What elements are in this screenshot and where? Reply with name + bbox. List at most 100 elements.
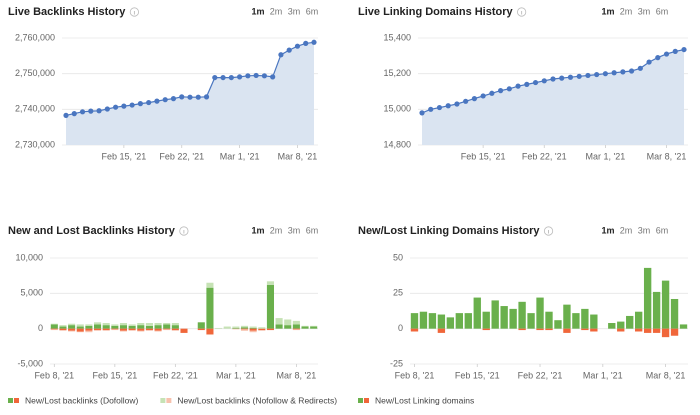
bar-new <box>102 325 110 329</box>
bar-lost <box>76 328 84 332</box>
bar-new <box>527 313 535 329</box>
period-button[interactable]: 2m <box>270 6 283 16</box>
point <box>515 83 521 89</box>
bar-lost <box>111 328 119 330</box>
bar-new <box>119 325 128 329</box>
chart-title: Live Linking Domains History <box>358 6 514 18</box>
x-tick-label: Feb 8, '21 <box>395 370 435 380</box>
bar-lost <box>111 329 119 331</box>
info-icon <box>543 226 554 236</box>
period-button[interactable]: 1m <box>601 6 614 16</box>
point <box>611 70 617 76</box>
period-button[interactable]: 3m <box>288 225 301 235</box>
bar-lost <box>50 328 58 330</box>
point <box>428 106 434 112</box>
bar-new <box>145 323 153 326</box>
point <box>286 47 292 53</box>
point <box>419 110 425 116</box>
point <box>576 73 582 79</box>
chart-title: Live Backlinks History <box>8 6 126 18</box>
bar-new <box>206 287 214 329</box>
point <box>220 74 226 81</box>
point <box>489 90 495 96</box>
point <box>672 48 678 54</box>
bar-new <box>617 321 625 329</box>
point <box>79 109 86 115</box>
bar-lost <box>94 330 102 331</box>
period-button[interactable]: 3m <box>288 6 301 16</box>
bar-new <box>301 325 309 327</box>
x-tick-label: Mar 8, '21 <box>278 151 318 161</box>
bar-lost <box>643 328 652 333</box>
bar-new <box>240 325 249 328</box>
bar-lost <box>180 328 188 333</box>
x-tick-label: Feb 15, '21 <box>92 370 137 380</box>
legend-swatch <box>166 398 172 403</box>
bar-lost <box>137 328 145 331</box>
bar-new <box>292 324 300 329</box>
bar-new <box>249 326 257 328</box>
point <box>559 75 565 81</box>
x-tick-label: Feb 22, '21 <box>159 151 204 161</box>
bar-new <box>428 313 437 329</box>
bar-new <box>232 326 240 328</box>
bar-new <box>76 326 84 329</box>
bar-lost <box>482 328 490 331</box>
bar-lost <box>635 328 643 332</box>
legend-label: New/Lost backlinks (Dofollow) <box>25 395 139 405</box>
period-button[interactable]: 6m <box>306 6 319 16</box>
bar-new <box>275 318 283 325</box>
bar-new <box>500 306 508 329</box>
bar-lost <box>563 328 571 333</box>
point <box>637 65 643 71</box>
period-button[interactable]: 2m <box>270 225 283 235</box>
period-button[interactable]: 6m <box>656 225 669 235</box>
period-button[interactable]: 3m <box>638 225 651 235</box>
bar-new <box>679 324 688 329</box>
period-button[interactable]: 1m <box>601 225 614 235</box>
x-tick-label: Mar 8, '21 <box>646 370 686 380</box>
point <box>179 94 185 100</box>
bar-new <box>59 326 67 329</box>
period-button[interactable]: 2m <box>620 225 633 235</box>
point <box>655 55 661 61</box>
point <box>541 78 547 84</box>
period-button[interactable]: 3m <box>638 6 651 16</box>
bar-new <box>154 323 162 326</box>
bar-lost <box>128 330 136 331</box>
chart-title: New/Lost Linking Domains History <box>358 225 540 237</box>
y-tick-label: 5,000 <box>20 288 43 298</box>
period-button[interactable]: 6m <box>656 6 669 16</box>
bar-new <box>464 313 472 329</box>
bar-new <box>68 325 76 329</box>
bar-lost <box>590 328 598 332</box>
bar-new <box>94 322 102 325</box>
bar-lost <box>258 328 266 331</box>
bar-lost <box>102 330 110 331</box>
point <box>436 104 443 111</box>
point <box>567 74 574 80</box>
bar-new <box>482 311 490 329</box>
point <box>195 94 201 100</box>
bar-new <box>76 324 84 327</box>
bar-lost <box>85 328 93 331</box>
x-tick-label: Mar 8, '21 <box>277 370 317 380</box>
bar-lost <box>102 328 110 331</box>
bar-lost <box>617 328 625 332</box>
period-button[interactable]: 2m <box>620 6 633 16</box>
period-button[interactable]: 6m <box>306 225 319 235</box>
y-tick-label: 2,730,000 <box>15 139 55 149</box>
bar-lost <box>154 330 162 332</box>
bar-lost <box>206 328 214 335</box>
period-button[interactable]: 1m <box>251 225 264 235</box>
bar-lost <box>581 328 589 331</box>
legend-swatch <box>160 398 166 403</box>
y-tick-label: -25 <box>390 358 403 368</box>
bar-new <box>608 323 616 329</box>
point <box>506 86 512 92</box>
y-tick-label: 2,740,000 <box>15 104 55 114</box>
bar-lost <box>76 331 84 333</box>
bar-new <box>572 313 580 329</box>
bar-new <box>266 281 274 285</box>
period-button[interactable]: 1m <box>251 6 264 16</box>
